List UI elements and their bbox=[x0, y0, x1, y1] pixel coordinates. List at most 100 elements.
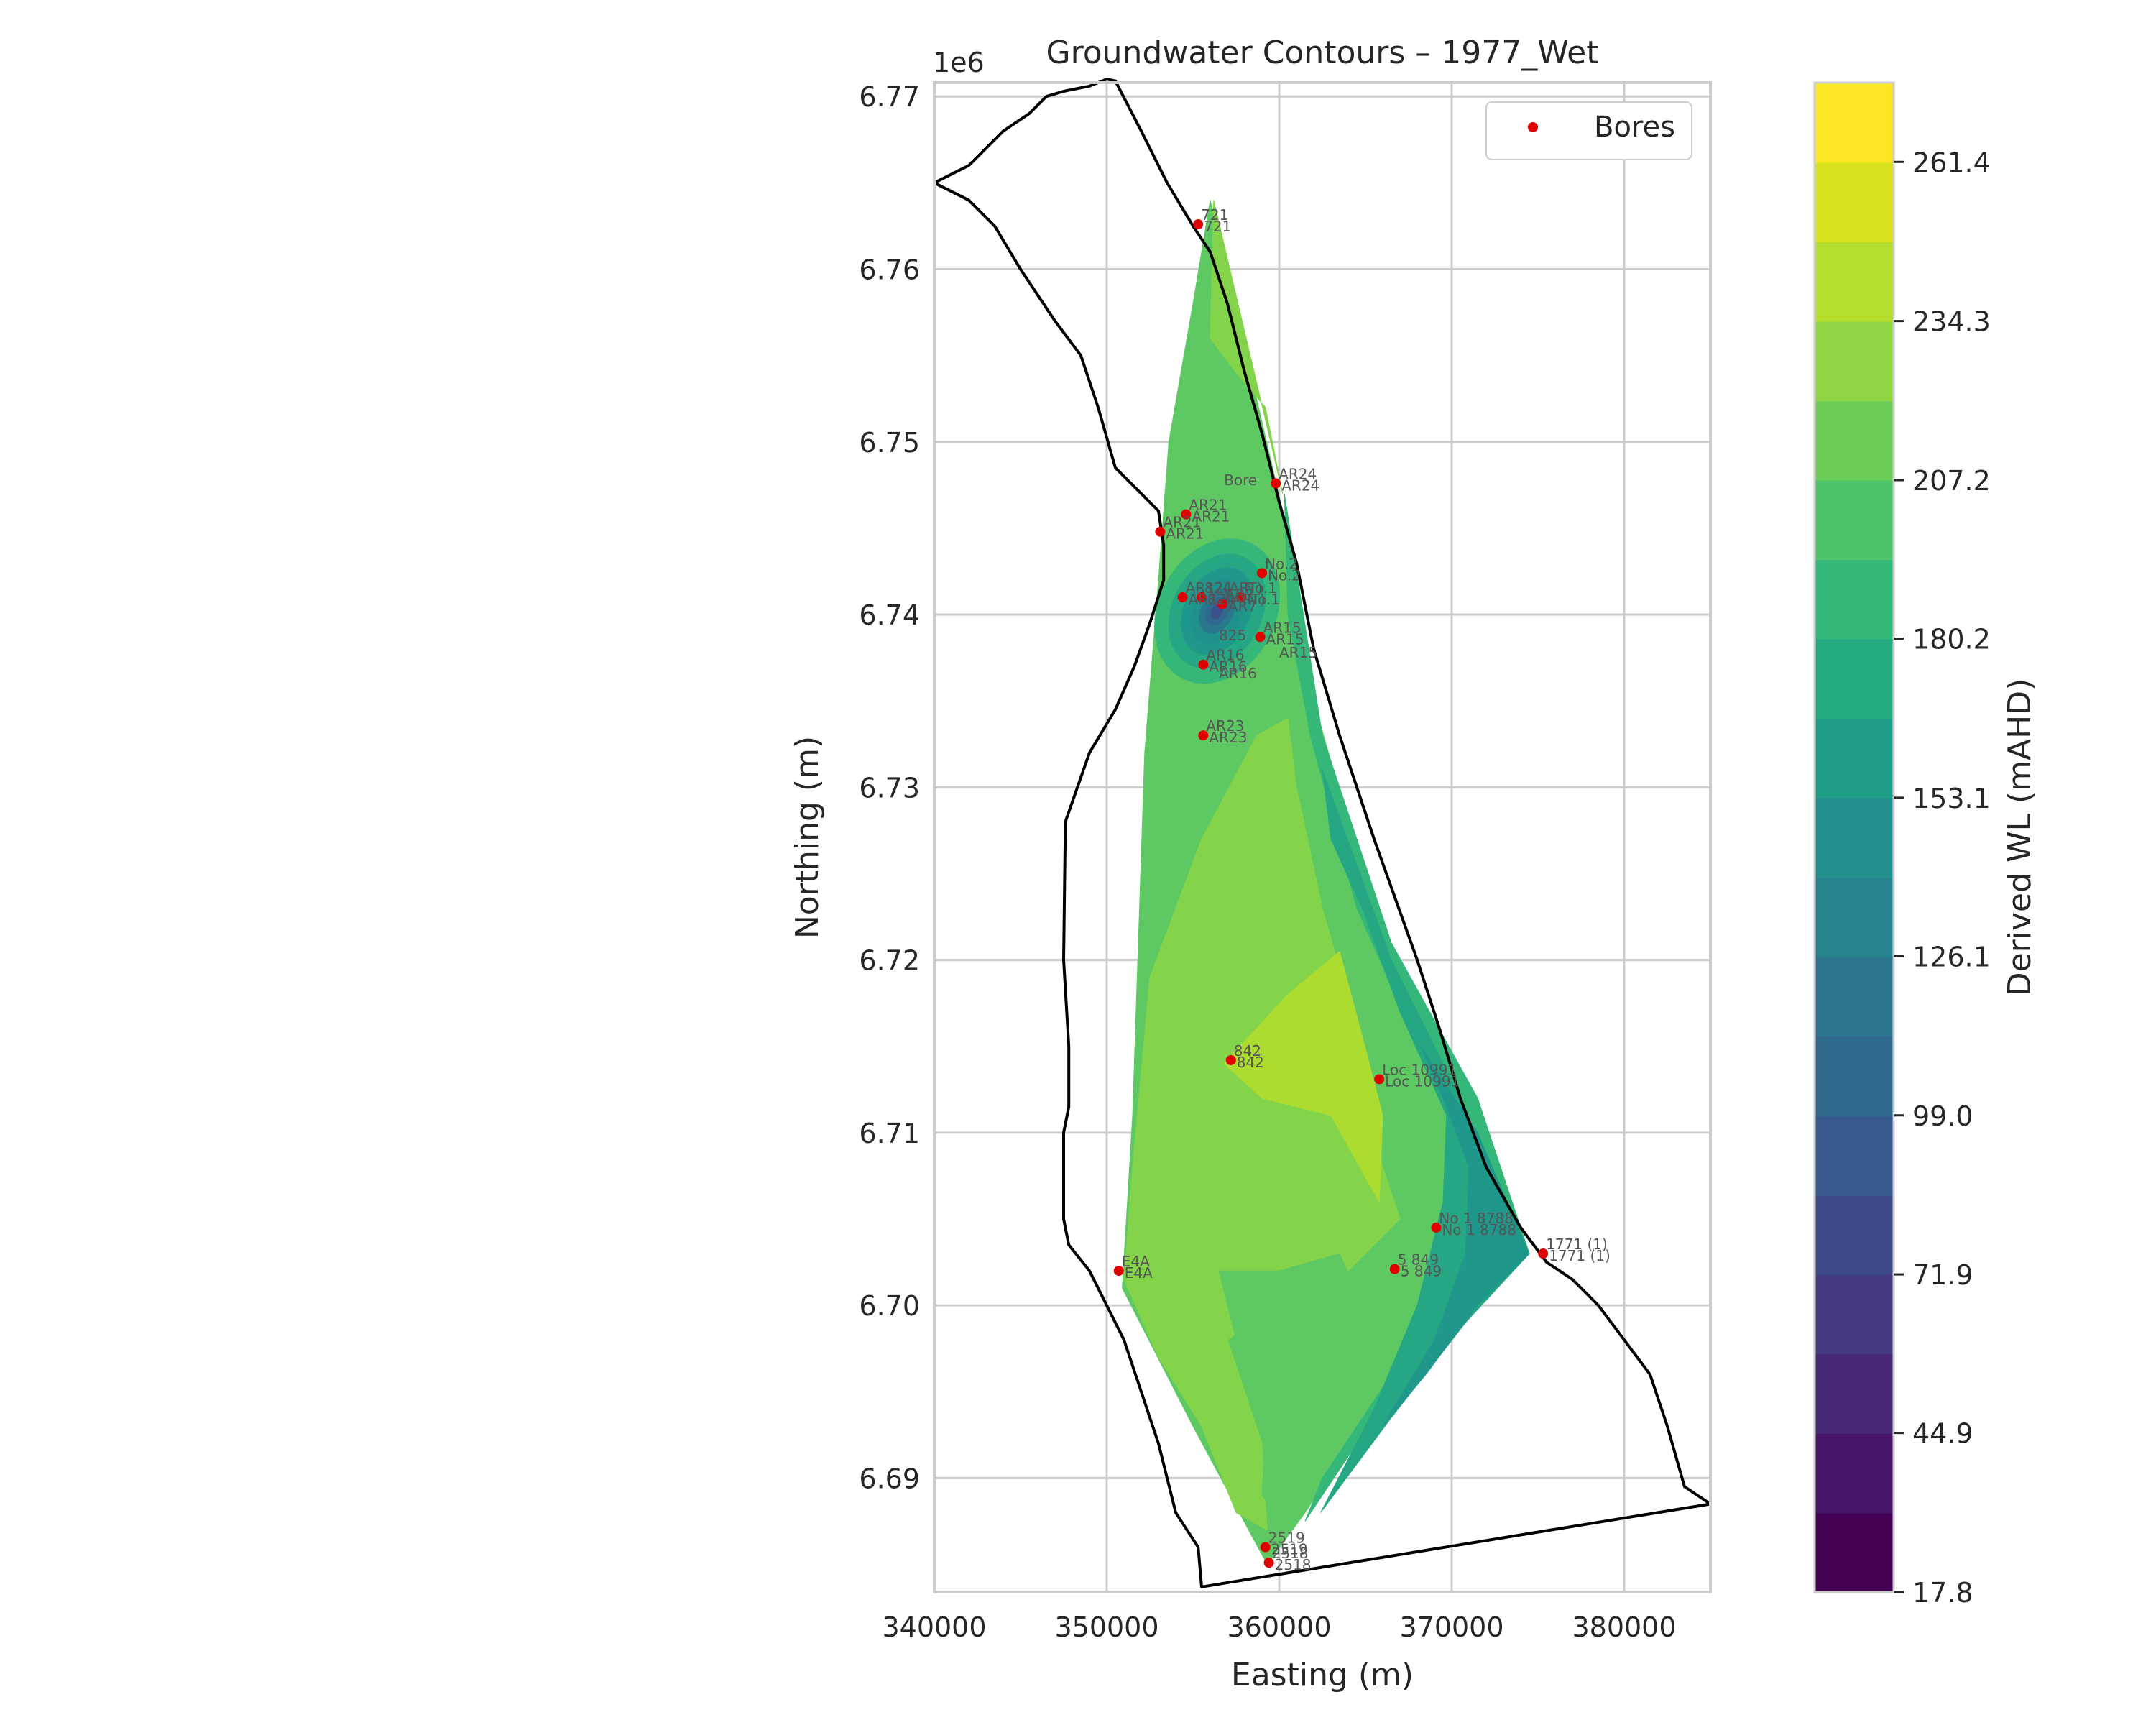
bore-marker bbox=[1198, 730, 1209, 741]
colorbar-band bbox=[1815, 242, 1894, 322]
y-offset-text: 1e6 bbox=[933, 47, 985, 78]
bore-label: Loc 10991 bbox=[1385, 1072, 1460, 1090]
colorbar: 17.8 44.9 71.9 99.0 126.1 153.1 180.2 207.2 234.… bbox=[1813, 81, 2038, 1609]
colorbar-band bbox=[1815, 797, 1894, 878]
bore-label: 2518 bbox=[1275, 1556, 1312, 1573]
bore-label: No.2 bbox=[1265, 555, 1298, 572]
bore-annotation: 825 bbox=[1219, 627, 1246, 644]
colorbar-tick-label: 99.0 bbox=[1912, 1100, 1973, 1132]
y-tick-label: 6.76 bbox=[859, 254, 920, 285]
contour-band-220.8 bbox=[1123, 717, 1401, 1531]
bore-label: AR7 bbox=[1228, 598, 1257, 615]
contour-band-234.3 bbox=[1223, 950, 1383, 1203]
bore-label: No.2 bbox=[1268, 566, 1301, 584]
y-tick-label: 6.72 bbox=[859, 945, 920, 977]
legend: Bores bbox=[1485, 101, 1692, 160]
bore-label: AR21 bbox=[1166, 525, 1204, 543]
bore-annotation: AR16 bbox=[1219, 665, 1257, 682]
y-tick-label: 6.70 bbox=[859, 1290, 920, 1322]
bore-marker bbox=[1255, 632, 1266, 643]
bore-label: No.1 bbox=[1247, 591, 1280, 608]
y-tick-label: 6.75 bbox=[859, 427, 920, 459]
colorbar-ticks: 17.8 44.9 71.9 99.0 126.1 153.1 180.2 207.2 234.… bbox=[1894, 147, 1991, 1609]
bore-label: AR12(ART) bbox=[1186, 579, 1263, 597]
colorbar-band bbox=[1815, 559, 1894, 640]
legend-bore-marker bbox=[1528, 122, 1538, 132]
bore-marker bbox=[1181, 509, 1192, 520]
bore-label: No 1 8788 bbox=[1439, 1210, 1514, 1227]
bore-marker bbox=[1431, 1223, 1442, 1233]
bore-label: 842 bbox=[1237, 1054, 1264, 1071]
colorbar-tick-label: 71.9 bbox=[1912, 1259, 1973, 1291]
bore-label: AR7 bbox=[1225, 586, 1254, 604]
bore-label: 1771 (1) bbox=[1549, 1247, 1611, 1264]
bore-marker bbox=[1374, 1074, 1385, 1085]
bore-label: AR24 bbox=[1279, 465, 1317, 482]
plot-frame bbox=[933, 81, 1712, 1593]
colorbar-tick-label: 207.2 bbox=[1912, 465, 1991, 497]
y-tick-label: 6.74 bbox=[859, 599, 920, 631]
bore-marker bbox=[1260, 1542, 1271, 1552]
bore-label: 721 bbox=[1204, 218, 1231, 235]
bore-label: 721 bbox=[1201, 206, 1228, 224]
bore-label: Loc 10991 bbox=[1382, 1061, 1457, 1078]
colorbar-band bbox=[1815, 956, 1894, 1037]
bore-marker bbox=[1225, 1054, 1236, 1065]
colorbar-bands bbox=[1815, 83, 1894, 1593]
colorbar-band bbox=[1815, 479, 1894, 561]
bore-marker bbox=[1538, 1248, 1549, 1259]
catchment-boundary bbox=[934, 78, 1712, 1588]
colorbar-tick-label: 126.1 bbox=[1912, 941, 1991, 972]
colorbar-band bbox=[1815, 718, 1894, 799]
colorbar-band bbox=[1815, 1353, 1894, 1434]
bore-labels: 721721AR24AR24AR21AR21AR21AR21AR12(ART)A… bbox=[1122, 206, 1611, 1573]
bore-marker bbox=[1197, 592, 1207, 603]
bore-label: AR21 bbox=[1189, 497, 1227, 514]
y-tick-label: 6.77 bbox=[859, 81, 920, 113]
bore-label: AR12(ART) bbox=[1189, 591, 1266, 608]
bore-label: E4A bbox=[1122, 1253, 1150, 1270]
colorbar-tick-label: 234.3 bbox=[1912, 306, 1991, 338]
colorbar-band bbox=[1815, 1115, 1894, 1196]
colorbar-tick-label: 44.9 bbox=[1912, 1418, 1973, 1450]
bore-marker bbox=[1198, 659, 1209, 670]
boundary-line bbox=[934, 78, 1712, 1588]
bore-label: 1771 (1) bbox=[1546, 1236, 1608, 1253]
colorbar-band bbox=[1815, 1036, 1894, 1116]
bore-marker bbox=[1257, 568, 1267, 579]
colorbar-band bbox=[1815, 1195, 1894, 1275]
legend-box bbox=[1485, 101, 1692, 160]
y-axis-label: Northing (m) bbox=[789, 736, 826, 939]
y-tick-label: 6.73 bbox=[859, 772, 920, 804]
bore-label: AR24 bbox=[1281, 477, 1319, 494]
bore-label: AR15 bbox=[1266, 630, 1304, 648]
colorbar-band bbox=[1815, 83, 1894, 163]
bore-label: 2519 bbox=[1268, 1530, 1305, 1547]
x-axis-ticks: 340000 350000 360000 370000 380000 bbox=[882, 1611, 1676, 1643]
bore-label: 824 bbox=[1207, 591, 1235, 608]
bore-label: AR23 bbox=[1206, 717, 1244, 735]
bore-label: 824 bbox=[1204, 579, 1232, 597]
contour-band-220.8 bbox=[1210, 200, 1284, 494]
bore-label: E4A bbox=[1125, 1264, 1153, 1282]
bore-label: AR16 bbox=[1206, 647, 1244, 664]
colorbar-tick-label: 261.4 bbox=[1912, 147, 1991, 178]
y-tick-label: 6.69 bbox=[859, 1463, 920, 1494]
colorbar-tick-label: 17.8 bbox=[1912, 1577, 1973, 1609]
bore-marker bbox=[1193, 219, 1204, 230]
colorbar-frame bbox=[1813, 81, 1895, 1593]
bore-marker bbox=[1236, 592, 1247, 603]
bore-label: 2518 bbox=[1272, 1545, 1309, 1562]
x-tick-label: 350000 bbox=[1054, 1611, 1158, 1643]
bore-label: No 1 8788 bbox=[1442, 1221, 1516, 1238]
colorbar-band bbox=[1815, 877, 1894, 957]
contour-fill bbox=[1122, 200, 1530, 1565]
x-tick-label: 380000 bbox=[1572, 1611, 1676, 1643]
colorbar-label: Derived WL (mAHD) bbox=[2001, 678, 2038, 997]
contour-band-207.2 bbox=[1218, 1253, 1363, 1514]
y-tick-label: 6.71 bbox=[859, 1118, 920, 1149]
chart-title: Groundwater Contours – 1977_Wet bbox=[1046, 34, 1599, 71]
x-axis-label: Easting (m) bbox=[1231, 1657, 1414, 1693]
bore-marker bbox=[1113, 1266, 1124, 1276]
bore-label: 5 849 bbox=[1401, 1263, 1442, 1280]
